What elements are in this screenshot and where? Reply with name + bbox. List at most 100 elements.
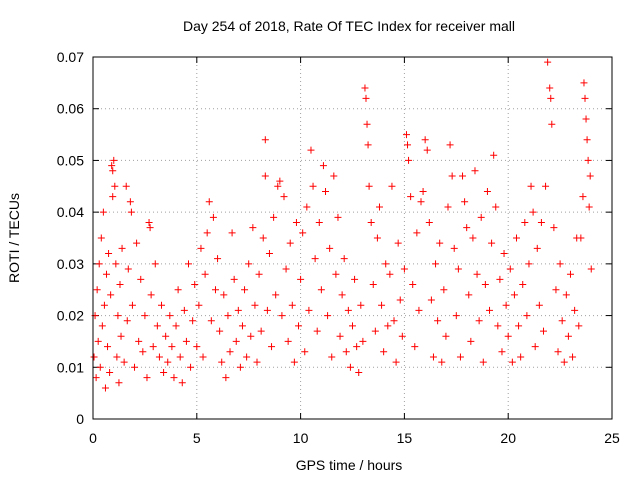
data-point [115,379,123,387]
data-point [99,208,107,216]
data-point [290,358,298,366]
data-point [506,265,514,273]
data-point [247,332,255,340]
data-point [357,301,365,309]
data-point [409,281,417,289]
data-point [398,332,406,340]
data-point [189,317,197,325]
data-point [98,322,106,330]
data-point [220,291,228,299]
data-point [172,322,180,330]
data-point [550,224,558,232]
data-point [465,291,473,299]
data-point [519,281,527,289]
data-point [90,353,98,361]
data-point [102,270,110,278]
data-point [109,193,117,201]
data-point [330,172,338,180]
x-tick-label: 25 [604,430,620,446]
data-point [500,250,508,258]
data-point [187,363,195,371]
data-point [110,156,118,164]
data-point [361,84,369,92]
data-point [429,353,437,361]
data-point [353,343,361,351]
data-point [494,322,502,330]
data-point [309,182,317,190]
x-tick-label: 15 [397,430,413,446]
data-point [199,353,207,361]
x-tick-label: 0 [89,430,97,446]
data-point [324,312,332,320]
data-point [218,358,226,366]
data-point [554,348,562,356]
data-point [94,337,102,345]
data-point [170,374,178,382]
y-tick-label: 0.07 [57,49,84,65]
data-point [363,120,371,128]
data-point [359,337,367,345]
data-point [562,291,570,299]
plot-frame [92,56,613,420]
data-point [274,182,282,190]
data-point [146,224,154,232]
grid-lines [93,57,612,419]
data-point [415,306,423,314]
data-point [440,286,448,294]
data-point [123,317,131,325]
data-point [113,353,121,361]
data-point [471,167,479,175]
data-point [581,94,589,102]
data-point [234,306,242,314]
data-point [413,229,421,237]
data-point [207,317,215,325]
data-point [126,198,134,206]
data-point [104,343,112,351]
data-point [191,281,199,289]
data-point [143,374,151,382]
data-point [467,337,475,345]
data-point [268,343,276,351]
data-point [97,234,105,242]
y-tick-label: 0.04 [57,204,84,220]
data-point [450,244,458,252]
y-tick-label: 0.01 [57,359,84,375]
data-point [587,265,595,273]
data-point [380,348,388,356]
data-point [116,281,124,289]
data-point [521,218,529,226]
data-point [386,270,394,278]
data-point [405,156,413,164]
data-point [544,58,552,66]
data-point [488,239,496,247]
data-point [404,141,412,149]
data-point [582,115,590,123]
data-point [502,301,510,309]
data-point [180,306,188,314]
data-point [365,182,373,190]
data-point [120,358,128,366]
data-point [253,358,261,366]
data-point [421,136,429,144]
y-tick-label: 0.03 [57,256,84,272]
data-point [452,312,460,320]
data-point [575,322,583,330]
data-point [101,384,109,392]
data-point [535,301,543,309]
data-point [367,218,375,226]
data-point [301,348,309,356]
data-point [276,177,284,185]
data-point [498,348,506,356]
data-point [259,234,267,242]
data-point [336,332,344,340]
data-point [111,182,119,190]
x-tick-label: 5 [193,430,201,446]
data-point [203,229,211,237]
data-point [346,363,354,371]
data-point [388,182,396,190]
x-axis-label: GPS time / hours [296,457,403,473]
data-point [106,368,114,376]
data-point [205,198,213,206]
data-point [513,234,521,242]
data-point [145,218,153,226]
